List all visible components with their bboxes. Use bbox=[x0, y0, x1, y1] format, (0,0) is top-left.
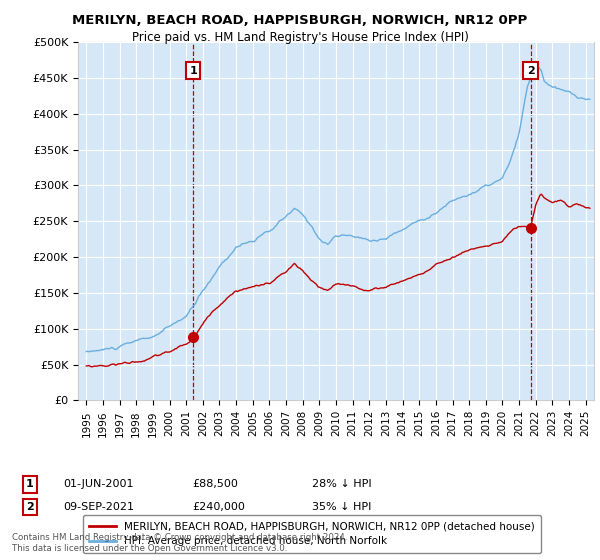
Text: 09-SEP-2021: 09-SEP-2021 bbox=[63, 502, 134, 512]
Text: MERILYN, BEACH ROAD, HAPPISBURGH, NORWICH, NR12 0PP: MERILYN, BEACH ROAD, HAPPISBURGH, NORWIC… bbox=[73, 14, 527, 27]
Text: £88,500: £88,500 bbox=[192, 479, 238, 489]
Text: 28% ↓ HPI: 28% ↓ HPI bbox=[312, 479, 371, 489]
Text: £240,000: £240,000 bbox=[192, 502, 245, 512]
Text: 35% ↓ HPI: 35% ↓ HPI bbox=[312, 502, 371, 512]
Text: 2: 2 bbox=[26, 502, 34, 512]
Legend: MERILYN, BEACH ROAD, HAPPISBURGH, NORWICH, NR12 0PP (detached house), HPI: Avera: MERILYN, BEACH ROAD, HAPPISBURGH, NORWIC… bbox=[83, 515, 541, 553]
Text: 2: 2 bbox=[527, 66, 535, 76]
Text: Contains HM Land Registry data © Crown copyright and database right 2024.
This d: Contains HM Land Registry data © Crown c… bbox=[12, 533, 347, 553]
Text: 1: 1 bbox=[190, 66, 197, 76]
Text: Price paid vs. HM Land Registry's House Price Index (HPI): Price paid vs. HM Land Registry's House … bbox=[131, 31, 469, 44]
Text: 1: 1 bbox=[26, 479, 34, 489]
Text: 01-JUN-2001: 01-JUN-2001 bbox=[63, 479, 133, 489]
